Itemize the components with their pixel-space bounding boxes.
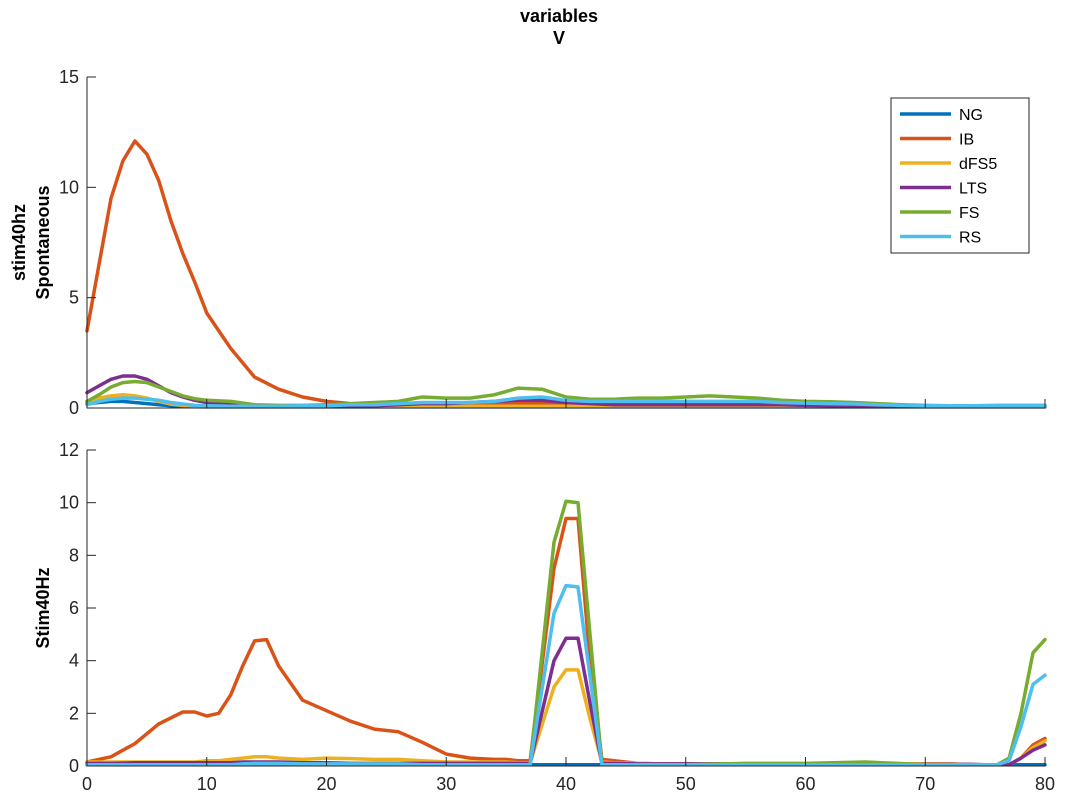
y-tick-label-15-panel-0: 15	[59, 67, 79, 87]
legend-label-rs: RS	[959, 230, 981, 247]
series-line-dfs5-panel-1	[85, 668, 1047, 767]
y-tick-label-0-panel-1: 0	[69, 756, 79, 776]
figure-title-line-1: variables	[520, 6, 598, 26]
legend-label-lts: LTS	[959, 181, 987, 198]
series-line-fs-panel-1	[85, 499, 1047, 767]
series-line-rs-panel-1	[85, 583, 1047, 767]
y-tick-label-10-panel-1: 10	[59, 493, 79, 513]
x-tick-label-30-panel-1: 30	[436, 774, 456, 794]
x-tick-label-70-panel-1: 70	[915, 774, 935, 794]
legend-label-ib: IB	[959, 132, 974, 149]
x-tick-label-0-panel-1: 0	[82, 774, 92, 794]
x-tick-label-40-panel-1: 40	[556, 774, 576, 794]
legend-label-ng: NG	[959, 107, 983, 124]
top-subplot: 0 5 10 15 stim40hz Spontaneous	[9, 67, 1047, 418]
bottom-subplot: 0 2 4 6 8 10 12 0 10 20 30 40 50 60 70 80 Stim40Hz	[33, 440, 1055, 794]
y-tick-label-0-panel-0: 0	[69, 398, 79, 418]
series-line-lts-panel-1	[85, 636, 1047, 767]
y-tick-label-10-panel-0: 10	[59, 177, 79, 197]
legend-label-fs: FS	[959, 205, 979, 222]
x-tick-label-80-panel-1: 80	[1035, 774, 1055, 794]
y-axis-label-line-1-panel-0: stim40hz	[9, 204, 29, 281]
legend: NG IB dFS5 LTS FS RS	[890, 97, 1030, 254]
y-tick-label-4-panel-1: 4	[69, 651, 79, 671]
y-tick-label-12-panel-1: 12	[59, 440, 79, 460]
x-tick-label-60-panel-1: 60	[795, 774, 815, 794]
x-tick-label-50-panel-1: 50	[676, 774, 696, 794]
y-tick-label-5-panel-0: 5	[69, 288, 79, 308]
y-axis-label-line-2-panel-0: Spontaneous	[33, 185, 53, 299]
figure-title-line-2: V	[553, 28, 565, 48]
y-tick-label-8-panel-1: 8	[69, 545, 79, 565]
y-axis-label-line-1-panel-1: Stim40Hz	[33, 567, 53, 648]
x-tick-label-10-panel-1: 10	[197, 774, 217, 794]
y-tick-label-2-panel-1: 2	[69, 703, 79, 723]
x-tick-label-20-panel-1: 20	[316, 774, 336, 794]
axes-panel-1	[86, 450, 1045, 767]
legend-box	[890, 97, 1030, 254]
y-tick-label-6-panel-1: 6	[69, 598, 79, 618]
series-line-rs-panel-0	[85, 395, 1047, 408]
legend-label-dfs5: dFS5	[959, 156, 997, 173]
